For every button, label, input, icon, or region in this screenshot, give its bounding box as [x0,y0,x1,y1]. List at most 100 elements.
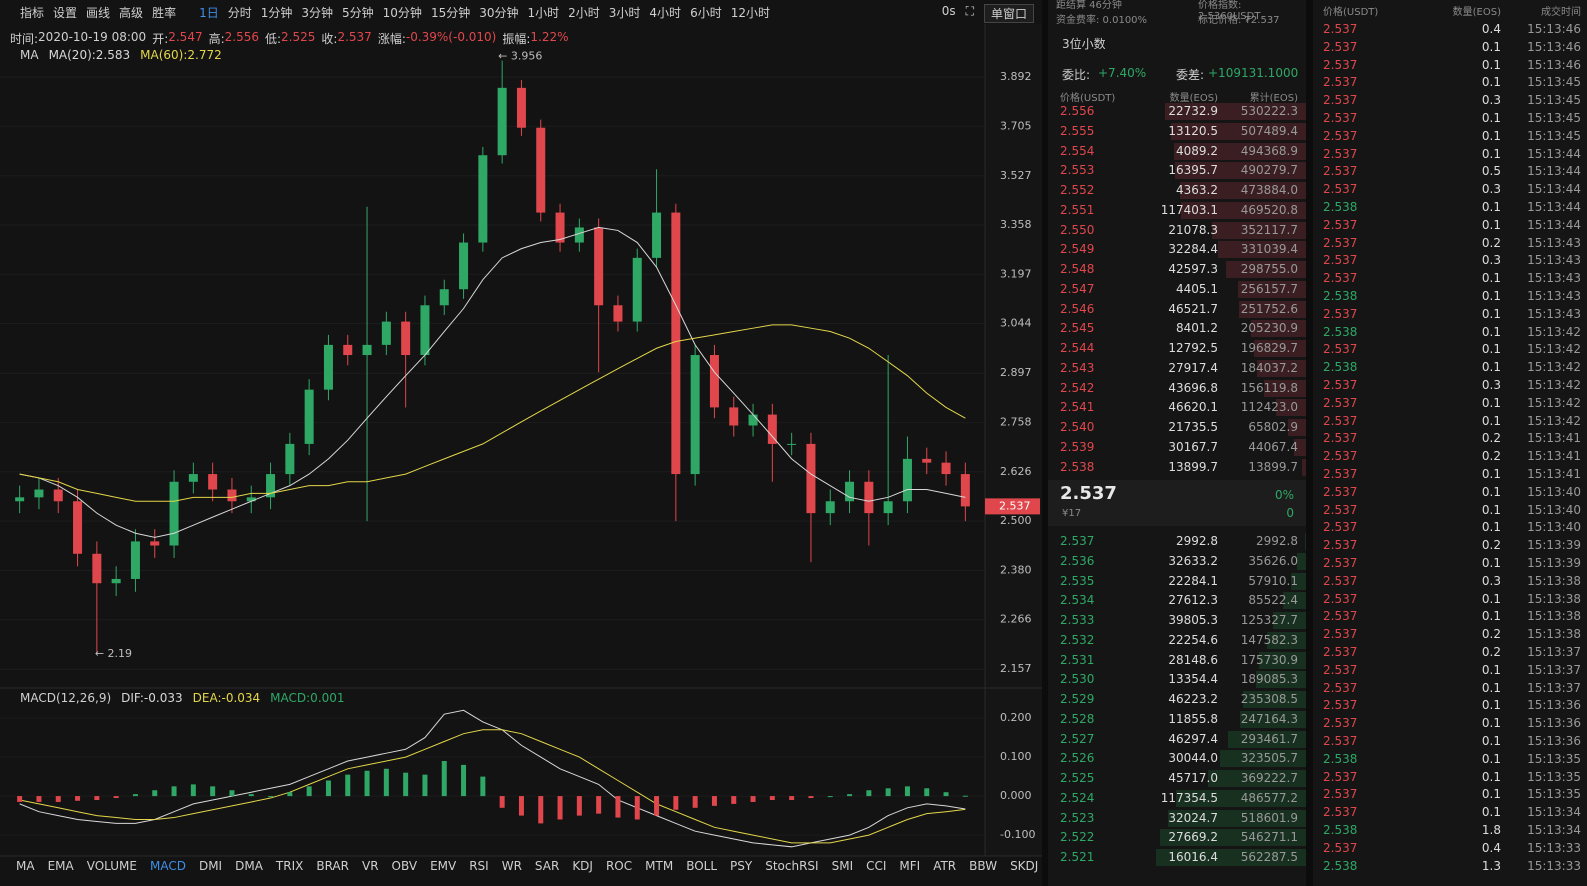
fullscreen-icon[interactable]: ⛶ [965,4,974,18]
book-row: 2.548 42597.3 298755.0 [1048,260,1306,278]
period[interactable]: 5分钟 [342,5,374,20]
y-tick-label: 0.200 [1000,711,1032,724]
time: 15:13:35 [1527,769,1581,784]
indicator-tab[interactable]: VOLUME [86,859,137,873]
indicator-tab[interactable]: MA [16,859,35,873]
time: 15:13:44 [1527,217,1581,232]
indicator-tab[interactable]: KDJ [572,859,593,873]
time: 15:13:44 [1527,146,1581,161]
price: 2.537 [1323,111,1358,125]
candle-body [285,443,295,475]
tool[interactable]: 胜率 [152,5,177,20]
period[interactable]: 1小时 [527,5,560,20]
quantity: 0.1 [1481,734,1501,748]
indicator-tab[interactable]: BOLL [686,859,718,873]
candle-body [671,212,681,475]
period[interactable]: 3小时 [608,5,641,20]
indicator-tab[interactable]: StochRSI [765,859,819,873]
macd-bar [325,780,331,797]
info-value: 2.525 [281,30,316,44]
indicator-tab[interactable]: VR [361,859,379,873]
info-key: 振幅: [502,32,531,46]
macd-bar [171,786,177,797]
period[interactable]: 2小时 [568,5,600,20]
candle-body [478,155,488,243]
indicator-tab[interactable]: SKDJ [1010,859,1039,873]
indicator-tab[interactable]: SMI [831,859,854,873]
precision-select[interactable]: 3位小数 [1062,37,1106,51]
cumulative: 205230.9 [1240,321,1298,336]
period[interactable]: 15分钟 [430,5,471,20]
window-select[interactable]: 单窗口 [983,4,1034,23]
indicator-tab[interactable]: OBV [391,859,418,873]
quantity: 22254.6 [1168,632,1218,647]
macd-bar [248,794,254,797]
price: 2.537 [1323,787,1358,802]
tool[interactable]: 指标 [20,5,45,20]
quantity: 0.1 [1481,805,1501,820]
quantity: 46297.4 [1168,731,1218,746]
indicator-tab[interactable]: ATR [933,859,957,873]
price: 2.528 [1060,711,1095,726]
period[interactable]: 10分钟 [382,5,422,20]
price: 2.537 [1323,431,1358,446]
candle-body [246,497,256,502]
indicator-tab[interactable]: MFI [899,859,921,873]
legend-title: MA [20,48,39,62]
indicator-tab[interactable]: EMV [430,859,457,873]
period[interactable]: 3分钟 [301,5,334,20]
indicator-tab[interactable]: EMA [47,859,74,873]
candle-body [169,481,179,546]
trade-row: 2.537 0.1 15:13:44 [1313,216,1587,234]
tool[interactable]: 画线 [86,5,111,20]
indicator-tab[interactable]: ROC [605,859,633,873]
price: 2.547 [1060,281,1095,296]
indicator-tab[interactable]: DMA [235,859,263,873]
tool[interactable]: 高级 [119,5,144,20]
price: 2.537 [1323,502,1358,517]
macd-bar [17,796,23,802]
indicator-tab[interactable]: PSY [730,859,753,873]
time: 15:13:46 [1527,22,1581,36]
indicator-tab[interactable]: CCI [866,859,887,873]
indicator-tab[interactable]: TRIX [275,859,304,873]
indicator-tab[interactable]: SAR [534,859,560,873]
depth-bar [1179,182,1306,199]
info-key: 开: [152,32,169,46]
depth-bar [1238,300,1306,318]
y-tick-label: 3.705 [1000,119,1032,132]
toolbar-right: 0s ⛶ 单窗口 [942,4,1034,23]
y-tick-label: 2.380 [1000,563,1032,576]
quantity: 0.2 [1481,431,1501,446]
price: 2.537 [1323,556,1358,570]
book-row: 2.532 22254.6 147582.3 [1048,631,1306,649]
period[interactable]: 分时 [227,5,252,20]
quantity: 0.1 [1481,289,1501,303]
indicator-tab[interactable]: BRAR [316,859,349,873]
time: 15:13:43 [1527,289,1581,303]
time: 15:13:38 [1527,627,1581,642]
interval[interactable]: 1日 [199,5,219,20]
indicator-tab[interactable]: DMI [198,859,223,873]
period[interactable]: 1分钟 [260,5,293,20]
indicator-tab[interactable]: MACD [149,859,186,873]
book-row: 2.529 46223.2 235308.5 [1048,690,1306,708]
period[interactable]: 12小时 [730,5,770,20]
indicator-tab[interactable]: RSI [469,859,489,873]
depth-bar [1219,750,1306,768]
y-tick-label: 0.100 [1000,750,1032,763]
period[interactable]: 6小时 [690,5,722,20]
quantity: 39805.3 [1168,613,1218,627]
indicator-tab[interactable]: BBW [969,859,998,873]
indicator-tab[interactable]: WR [501,859,522,873]
book-row: 2.543 27917.4 184037.2 [1048,359,1306,377]
indicator-tab[interactable]: MTM [645,859,674,873]
y-tick-label: 3.892 [1000,70,1032,83]
trade-row: 2.537 0.1 15:13:36 [1313,714,1587,732]
period[interactable]: 30分钟 [479,5,519,20]
period[interactable]: 4小时 [649,5,682,20]
price: 2.537 [1323,716,1358,731]
tool[interactable]: 设置 [53,5,78,20]
trade-row: 2.537 0.3 15:13:42 [1313,376,1587,394]
info-row: 时间: 2020-10-19 08:00 开: 2.547 高: 2.556 低: 2.525… [10,30,569,47]
